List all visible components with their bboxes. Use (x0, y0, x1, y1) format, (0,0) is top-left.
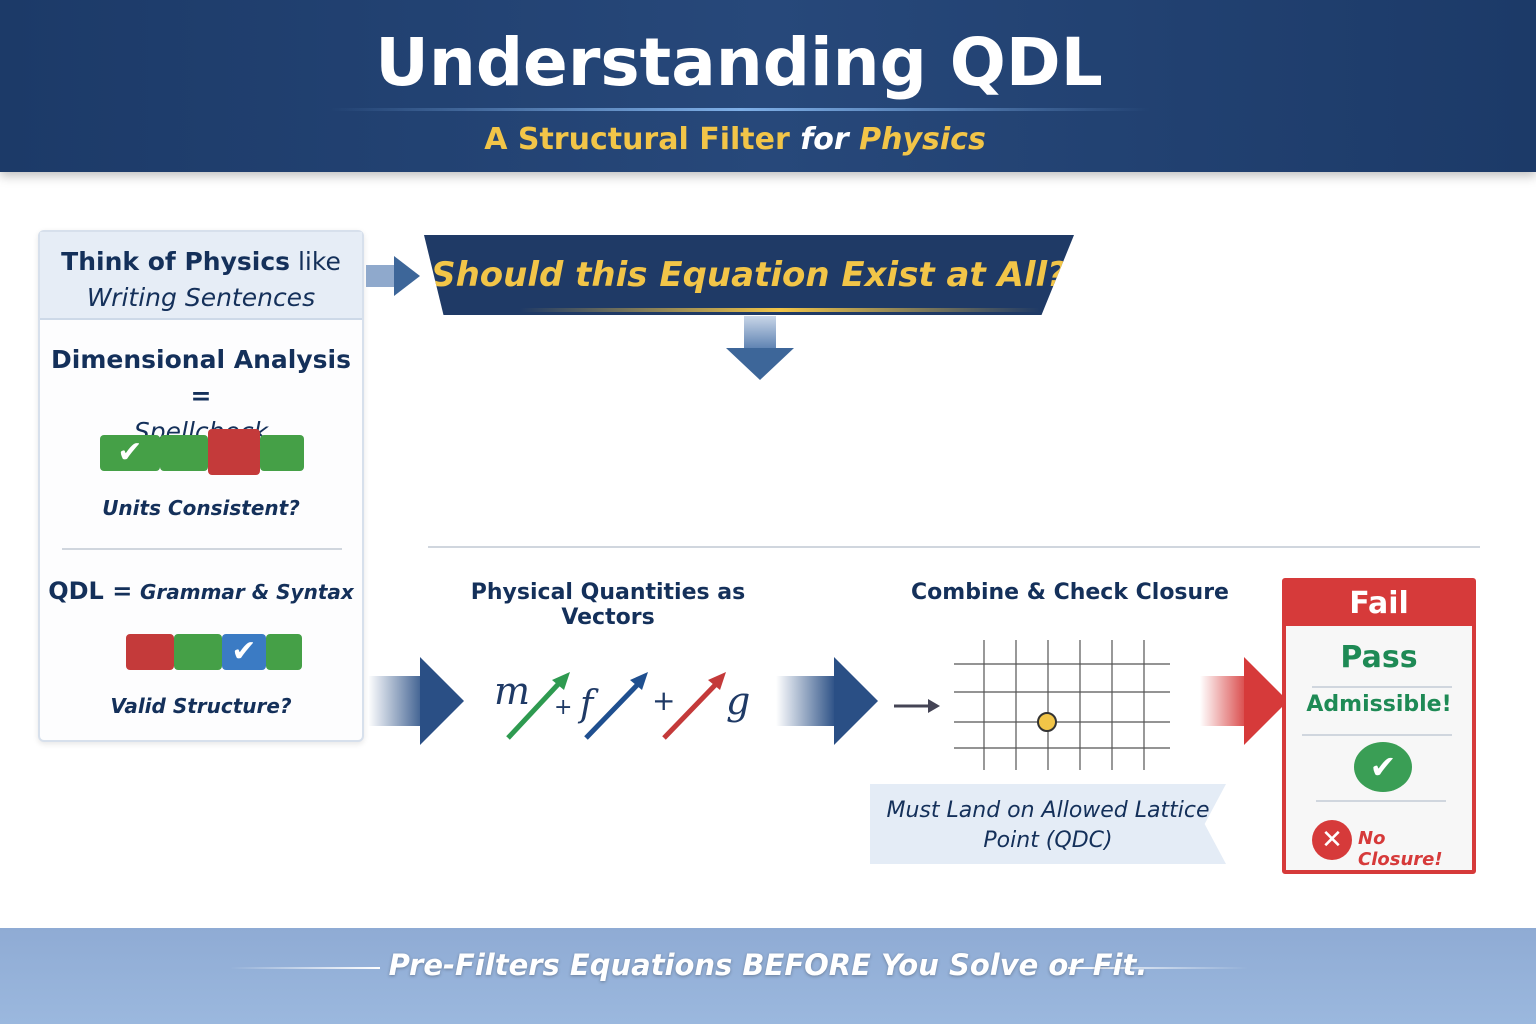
arrow-right-icon (366, 265, 396, 287)
title-divider (330, 108, 1150, 111)
question-underline (520, 308, 1040, 312)
footer-text: Pre-Filters Equations BEFORE You Solve o… (388, 948, 1148, 982)
blue-arrowhead (630, 672, 648, 690)
vectors-label: Physical Quantities as Vectors (470, 580, 746, 630)
analogy-head: Think of Physics (61, 247, 291, 276)
small-arrowhead (928, 699, 940, 713)
plus-sign: + (554, 695, 572, 720)
subtitle-part: A Structural Filter (484, 122, 790, 157)
plus-sign: + (652, 684, 675, 717)
vector-term-f: f (577, 684, 599, 725)
arrow-down-head-icon (726, 348, 794, 380)
flow-arrow-head-icon (420, 657, 464, 745)
analogy-card: Think of Physics like Writing Sentences … (38, 230, 364, 742)
pass-label: Pass (1340, 640, 1418, 675)
qdl-title: QDL = (48, 577, 133, 605)
analogy-head-sub: Writing Sentences (86, 283, 316, 312)
structure-blocks-icon: ✔ (126, 634, 302, 670)
flow-arrow-icon (368, 676, 428, 726)
analogy-head-like: like (297, 247, 341, 276)
check-circle-icon: ✔ (1354, 742, 1412, 792)
result-card: Fail Pass Admissible! ✔ ✕ No Closure! (1282, 578, 1476, 874)
dimensional-analysis-block: Dimensional Analysis = Spellcheck (40, 342, 362, 450)
vector-sum-illustration: m + f + g (494, 669, 750, 740)
subtitle-for: for (800, 122, 849, 157)
green-vector-arrow (506, 676, 566, 740)
blue-vector-arrow (584, 678, 644, 740)
units-blocks-icon: ✔ (100, 429, 304, 475)
arrow-down-icon (744, 316, 776, 350)
section-divider (428, 546, 1480, 548)
arrow-head-icon (394, 256, 420, 296)
qdl-caption: Valid Structure? (110, 694, 292, 718)
header-banner (0, 0, 1536, 172)
vector-term-g: g (726, 679, 750, 723)
divider (1302, 734, 1452, 736)
footer-line-right (1068, 967, 1248, 969)
footer-line-left (230, 967, 380, 969)
divider (1316, 800, 1446, 802)
subtitle-physics: Physics (859, 122, 986, 157)
vector-term-m: m (494, 669, 530, 713)
lattice-grid (894, 640, 1170, 770)
central-question: Should this Equation Exist at All? (424, 235, 1074, 315)
page-subtitle: A Structural Filter for Physics (0, 122, 1470, 157)
green-arrowhead (552, 672, 570, 690)
qdl-block: QDL = Grammar & Syntax (40, 577, 362, 605)
page-title: Understanding QDL (375, 24, 1103, 101)
lattice-lines (954, 640, 1170, 770)
dim-title: Dimensional Analysis = (51, 345, 351, 410)
dim-caption: Units Consistent? (102, 496, 300, 520)
divider (1312, 686, 1452, 688)
lattice-point (1037, 712, 1057, 732)
divider (62, 548, 342, 550)
admissible-label: Admissible! (1306, 692, 1452, 717)
footer-banner (0, 928, 1536, 1024)
x-circle-icon: ✕ (1312, 820, 1352, 860)
fail-label: Fail (1286, 582, 1472, 626)
flow-arrow-red-head-icon (1244, 657, 1288, 745)
analogy-card-header: Think of Physics like Writing Sentences (40, 232, 362, 320)
qdl-sub: Grammar & Syntax (139, 580, 354, 604)
no-closure-label: No Closure! (1358, 828, 1443, 870)
flow-arrow-red-icon (1200, 676, 1250, 726)
red-arrowhead (708, 672, 726, 690)
closure-label: Combine & Check Closure (911, 580, 1229, 605)
flow-arrow-icon (776, 676, 836, 726)
red-vector-arrow (662, 678, 722, 740)
lattice-note-text: Must Land on Allowed Lattice Point (QDC) (886, 798, 1210, 853)
flow-arrow-head-icon (834, 657, 878, 745)
lattice-note: Must Land on Allowed Lattice Point (QDC) (870, 784, 1226, 864)
